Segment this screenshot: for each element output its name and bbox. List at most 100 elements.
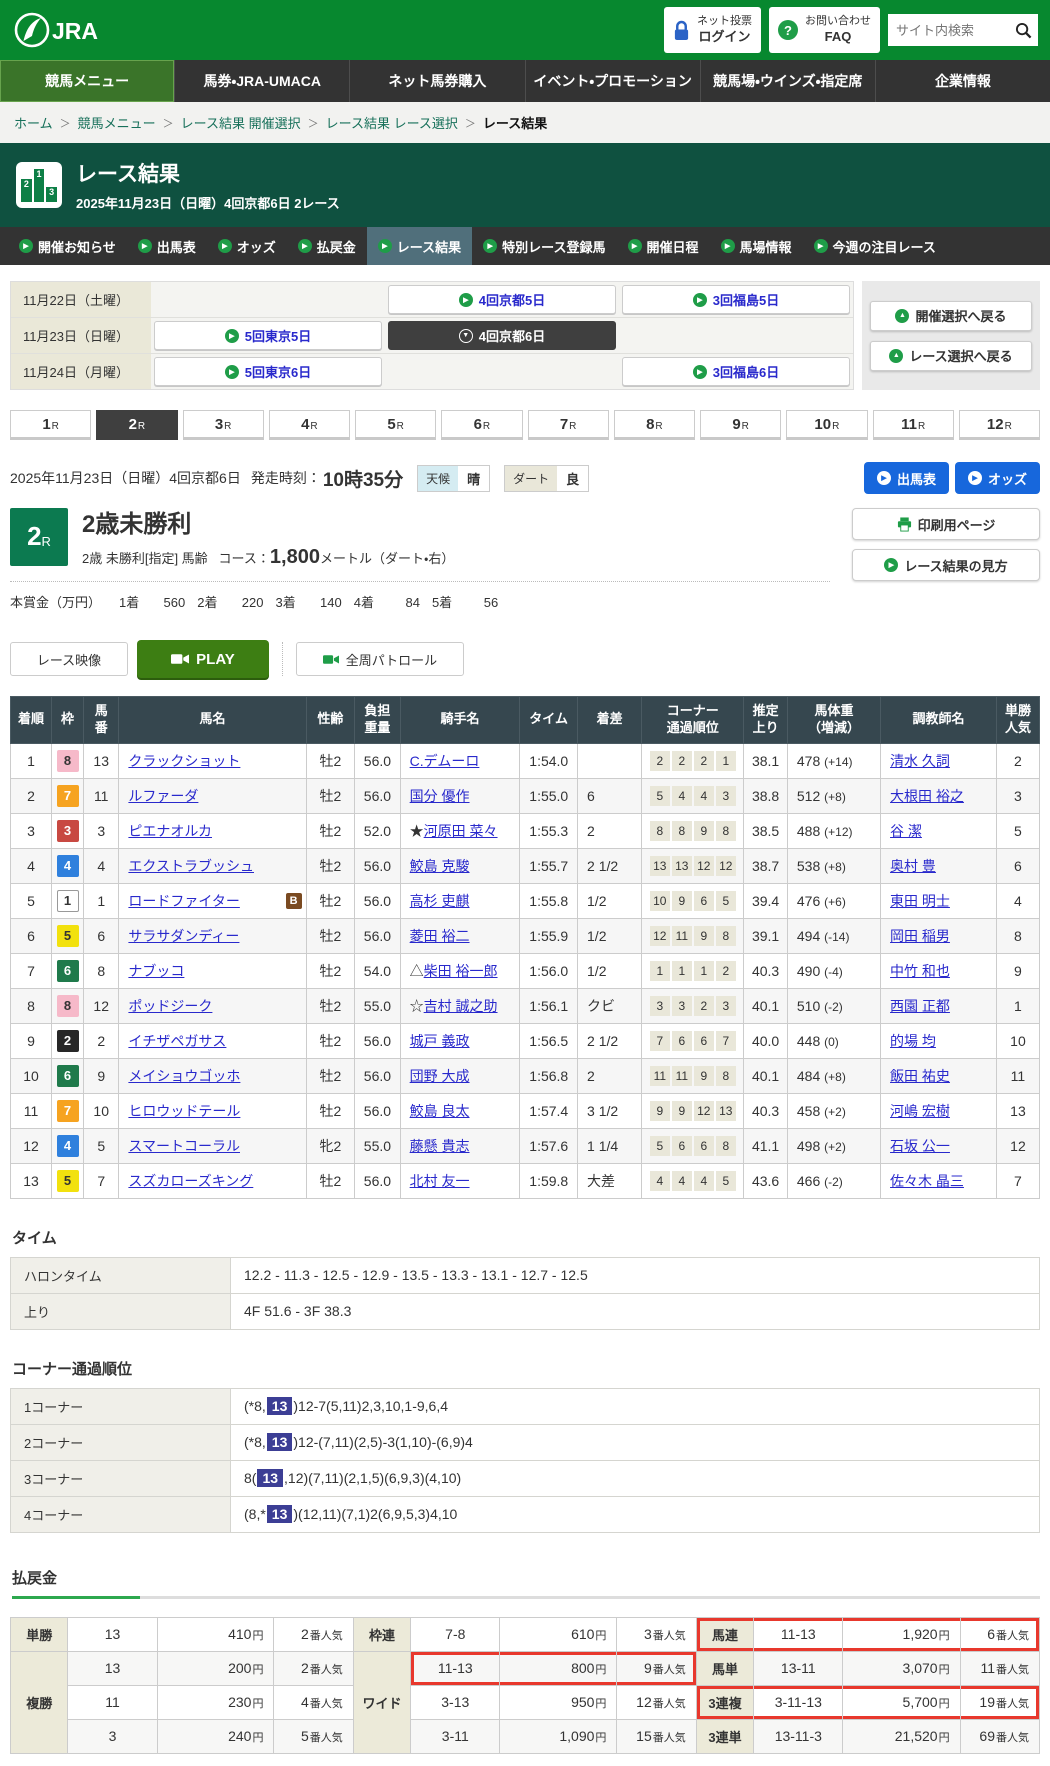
meeting-button-tokyo6[interactable]: ▶ 5回東京6日 [154, 357, 382, 386]
breadcrumb-link[interactable]: レース結果 レース選択 [325, 116, 458, 131]
horse-name-link[interactable]: ロードファイター [128, 892, 240, 909]
race-tab[interactable]: 11 R [872, 410, 954, 440]
play-button[interactable]: PLAY [137, 640, 269, 678]
horse-name-link[interactable]: ピエナオルカ [128, 822, 212, 839]
sub-nav-item[interactable]: ▶ 開催お知らせ [8, 227, 127, 265]
trainer-name-link[interactable]: 西園 正都 [890, 997, 950, 1014]
faq-button[interactable]: ? お問い合わせ FAQ [769, 7, 880, 53]
sub-nav-item[interactable]: ▶ 今週の注目レース [803, 227, 947, 265]
horse-name-link[interactable]: ルファーダ [128, 787, 199, 804]
meeting-button-kyoto5[interactable]: ▶ 4回京都5日 [388, 285, 616, 314]
trainer-name-link[interactable]: 谷 潔 [890, 822, 922, 839]
trainer-name-link[interactable]: 清水 久詞 [890, 752, 950, 769]
frame-number-badge: 5 [56, 924, 79, 947]
jockey-name-link[interactable]: 国分 優作 [409, 787, 470, 804]
results-guide-button[interactable]: ▶ レース結果の見方 [852, 549, 1040, 581]
estimated-last-3f: 40.3 [743, 1092, 788, 1129]
sub-nav-item[interactable]: ▶ 特別レース登録馬 [472, 227, 616, 265]
jockey-name-link[interactable]: 菱田 裕二 [409, 927, 470, 944]
odds-button[interactable]: ▶ オッズ [954, 462, 1040, 494]
breadcrumb-link[interactable]: レース結果 開催選択 [180, 116, 301, 131]
jockey-name-link[interactable]: 柴田 裕一郎 [423, 962, 498, 979]
trainer-name-link[interactable]: 石坂 公一 [890, 1137, 950, 1154]
jockey-name-link[interactable]: 城戸 義政 [409, 1032, 470, 1049]
meeting-button-fukushima5[interactable]: ▶ 3回福島5日 [622, 285, 850, 314]
jockey-name-link[interactable]: 藤懸 貴志 [409, 1137, 470, 1154]
estimated-last-3f: 41.1 [743, 1127, 788, 1164]
sub-nav-item[interactable]: ▶ 払戻金 [287, 227, 367, 265]
sub-nav-item[interactable]: ▶ 馬場情報 [710, 227, 803, 265]
horse-weight: 498 (+2) [786, 1127, 882, 1164]
jockey-name-link[interactable]: 北村 友一 [409, 1172, 470, 1189]
trainer-name-link[interactable]: 奥村 豊 [890, 857, 936, 874]
jockey-name-link[interactable]: 高杉 吏麒 [409, 892, 470, 909]
horse-name-link[interactable]: クラックショット [128, 752, 241, 769]
jockey-name-link[interactable]: 鮫島 良太 [409, 1102, 470, 1119]
search-input[interactable] [896, 22, 1015, 38]
trainer-name-link[interactable]: 的場 均 [890, 1032, 936, 1049]
main-nav-item[interactable]: ネット馬券購入 [349, 60, 524, 102]
horse-name-link[interactable]: ポッドジーク [128, 997, 213, 1014]
trainer-name-link[interactable]: 中竹 和也 [890, 962, 950, 979]
print-page-button[interactable]: 印刷用ページ [852, 508, 1040, 540]
sub-nav-item[interactable]: ▶ レース結果 [366, 227, 473, 265]
horse-name-link[interactable]: エクストラブッシュ [128, 857, 254, 874]
jockey-name-link[interactable]: 河原田 菜々 [423, 822, 498, 839]
sub-nav-item[interactable]: ▶ 開催日程 [617, 227, 710, 265]
jockey-name-link[interactable]: 吉村 誠之助 [423, 997, 498, 1014]
net-voting-login-button[interactable]: ネット投票 ログイン [664, 7, 761, 53]
column-header: 馬 番 [83, 696, 120, 744]
horse-name-link[interactable]: スマートコーラル [128, 1137, 240, 1154]
meeting-button-fukushima6[interactable]: ▶ 3回福島6日 [622, 357, 850, 386]
meeting-button-kyoto6-active[interactable]: ▼ 4回京都6日 [388, 321, 616, 350]
main-nav-item[interactable]: イベント・プロモーション [524, 60, 700, 102]
horse-name-link[interactable]: イチザペガサス [128, 1032, 227, 1049]
sub-nav-item[interactable]: ▶ 出馬表 [127, 227, 207, 265]
breadcrumb-link[interactable]: 競馬メニュー [77, 116, 156, 131]
trainer-name-link[interactable]: 佐々木 晶三 [890, 1172, 964, 1189]
main-nav-item[interactable]: 競馬場・ウインズ・指定席 [699, 60, 875, 102]
horse-name-link[interactable]: ナブッコ [128, 962, 185, 979]
horse-name-link[interactable]: メイショウゴッホ [128, 1067, 241, 1084]
horse-name-link[interactable]: サラサダンディー [128, 927, 240, 944]
trainer-name-link[interactable]: 飯田 祐史 [890, 1067, 950, 1084]
result-row: 8 8 12 ポッドジークB 牡2 55.0 ☆吉村 誠之助 1:56.1 クビ… [9, 987, 1041, 1024]
arrow-right-icon: ▶ [297, 239, 312, 253]
meeting-button-tokyo5[interactable]: ▶ 5回東京5日 [154, 321, 382, 350]
main-nav-item[interactable]: 企業情報 [874, 60, 1050, 102]
login-label-bottom: ログイン [698, 28, 751, 44]
jockey-name-link[interactable]: 団野 大成 [409, 1067, 470, 1084]
back-to-race-select-button[interactable]: ▲ レース選択へ戻る [870, 340, 1032, 371]
trainer-name-link[interactable]: 岡田 稲男 [890, 927, 950, 944]
race-tab[interactable]: 12 R [958, 410, 1040, 440]
sub-nav-item[interactable]: ▶ オッズ [207, 227, 287, 265]
jra-logo[interactable]: JRA [12, 9, 124, 51]
search-icon[interactable] [1015, 22, 1032, 39]
main-nav-item[interactable]: 馬券・JRA-UMACA [174, 60, 349, 102]
jockey-name-link[interactable]: C.デムーロ [409, 752, 480, 769]
shutsuba-button[interactable]: ▶ 出馬表 [863, 462, 949, 494]
jockey-name-link[interactable]: 鮫島 克駿 [409, 857, 470, 874]
main-nav-item[interactable]: 競馬メニュー [0, 60, 175, 102]
breadcrumb-link[interactable]: レース結果 [482, 116, 548, 131]
back-to-kaisai-button[interactable]: ▲ 開催選択へ戻る [870, 300, 1032, 331]
horse-weight: 510 (-2) [786, 987, 882, 1024]
horse-name-link[interactable]: ヒロウッドテール [128, 1102, 241, 1119]
breadcrumb-link[interactable]: ホーム [14, 116, 53, 131]
horse-name-link[interactable]: スズカローズキング [128, 1172, 254, 1189]
patrol-video-button[interactable]: 全周パトロール [296, 642, 464, 676]
race-tab[interactable]: 10 R [786, 410, 868, 440]
trainer-name-link[interactable]: 大根田 裕之 [890, 787, 964, 804]
trainer-name-link[interactable]: 河嶋 宏樹 [890, 1102, 950, 1119]
trainer-name-link[interactable]: 東田 明士 [890, 892, 950, 909]
